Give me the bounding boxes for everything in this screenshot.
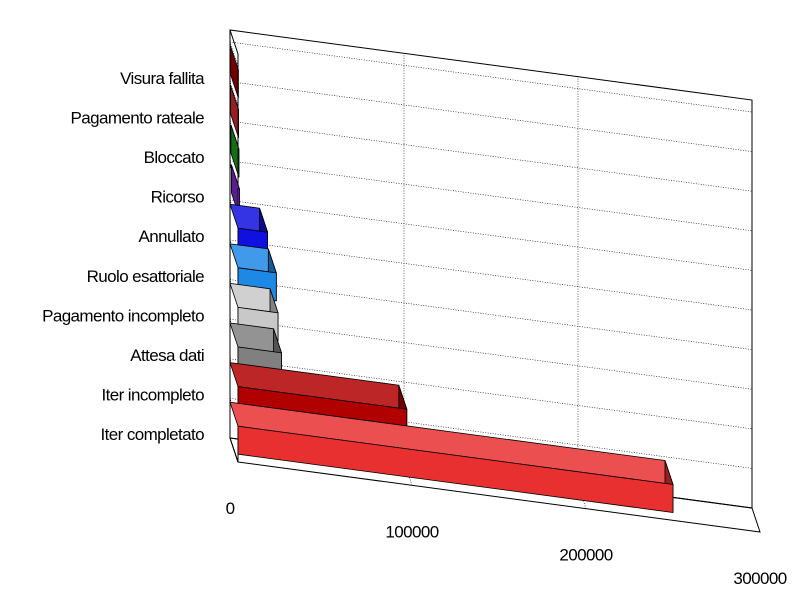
- y-tick-label: Pagamento rateale: [71, 108, 205, 127]
- x-tick-label: 0: [226, 499, 235, 518]
- bar: [238, 149, 239, 177]
- y-tick-label: Visura fallita: [120, 69, 205, 88]
- y-tick-label: Attesa dati: [130, 346, 204, 365]
- gridline-horizontal: [230, 42, 752, 112]
- x-tick-label: 100000: [385, 522, 438, 541]
- y-tick-label: Annullato: [139, 227, 205, 246]
- labels-layer: 0 100000 200000 300000 Visura fallita Pagamen…: [42, 69, 787, 588]
- y-tick-label: Iter completato: [101, 425, 205, 444]
- y-tick-label: Iter incompleto: [102, 386, 205, 405]
- x-tick-label: 200000: [559, 546, 612, 565]
- y-tick-label: Pagamento incompleto: [42, 306, 204, 325]
- gridline-horizontal: [230, 280, 752, 350]
- gridline-horizontal: [230, 161, 752, 231]
- y-tick-label: Bloccato: [144, 148, 205, 167]
- gridline-horizontal: [230, 82, 752, 152]
- y-tick-label: Ruolo esattoriale: [87, 267, 205, 286]
- x-tick-label: 300000: [733, 569, 786, 588]
- bars-layer: [230, 46, 673, 513]
- gridline-horizontal: [230, 121, 752, 191]
- gridline-horizontal: [230, 200, 752, 270]
- gridline-horizontal: [230, 240, 752, 310]
- bar: [238, 109, 239, 137]
- y-tick-label: Ricorso: [151, 188, 205, 207]
